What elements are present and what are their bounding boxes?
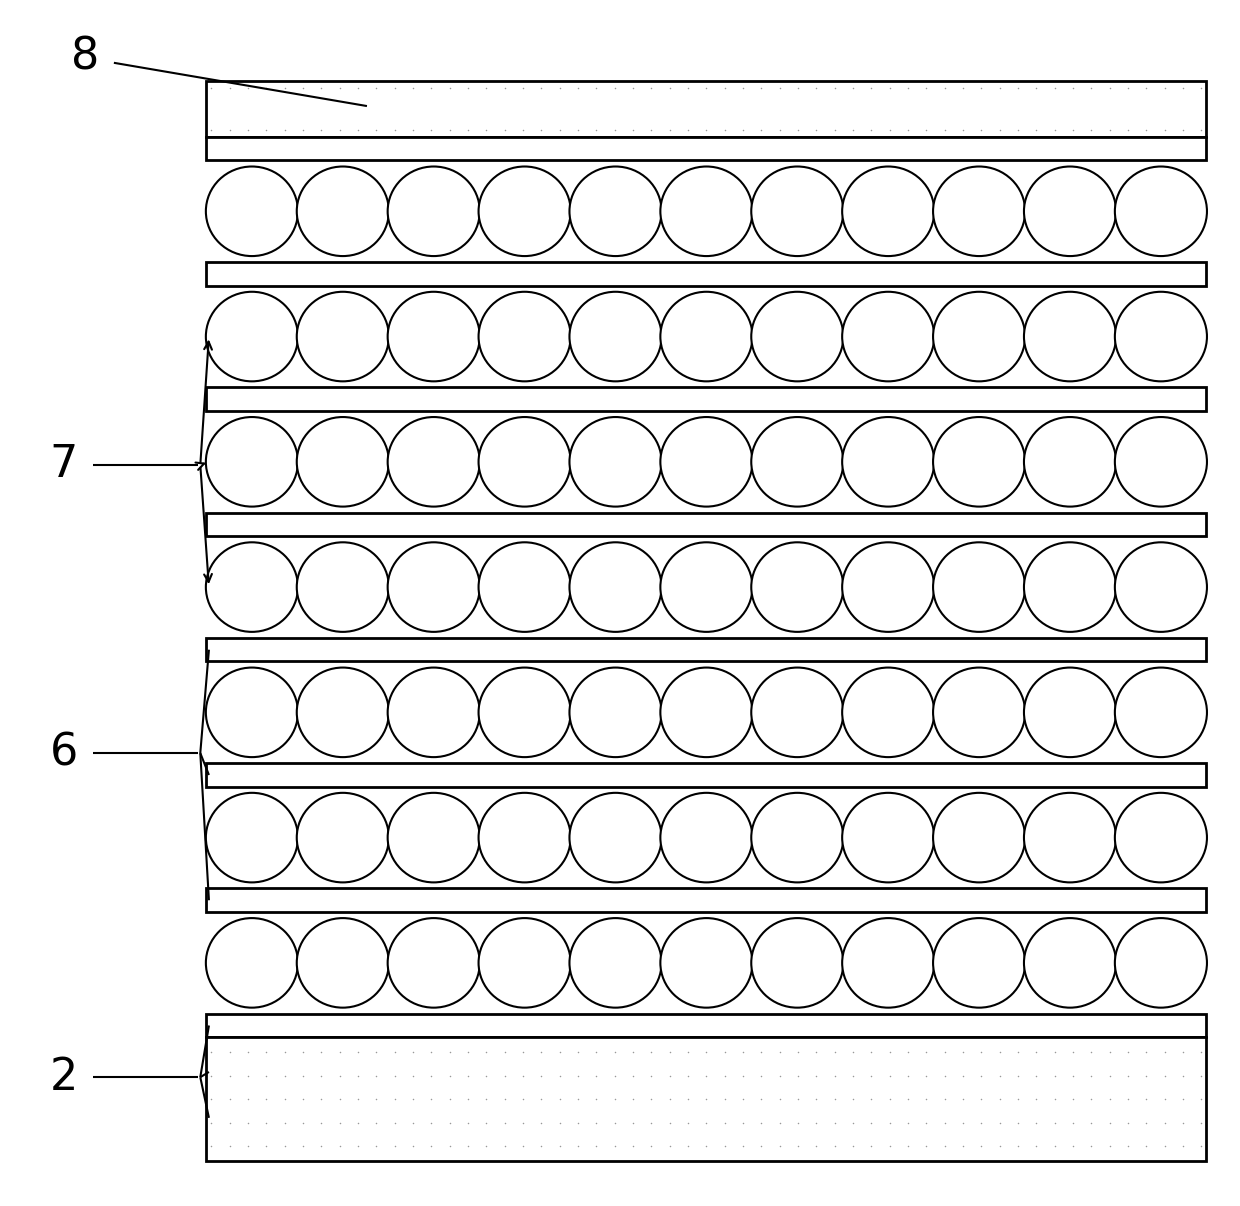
Text: 2: 2 — [50, 1055, 78, 1099]
Circle shape — [1115, 792, 1207, 883]
Circle shape — [932, 543, 1025, 632]
Bar — [207, 81, 1207, 137]
Bar — [207, 1014, 1207, 1037]
Circle shape — [661, 292, 753, 381]
Circle shape — [388, 792, 480, 883]
Circle shape — [1024, 292, 1116, 381]
Circle shape — [842, 166, 934, 256]
Text: 8: 8 — [71, 35, 99, 78]
Circle shape — [388, 292, 480, 381]
Circle shape — [569, 292, 662, 381]
Circle shape — [1024, 543, 1116, 632]
Circle shape — [1115, 292, 1207, 381]
Circle shape — [1115, 918, 1207, 1008]
Circle shape — [751, 792, 843, 883]
Circle shape — [388, 417, 480, 507]
Circle shape — [932, 918, 1025, 1008]
Circle shape — [569, 417, 662, 507]
Circle shape — [661, 166, 753, 256]
Circle shape — [661, 668, 753, 757]
Circle shape — [1024, 417, 1116, 507]
Circle shape — [388, 543, 480, 632]
Circle shape — [661, 543, 753, 632]
Circle shape — [1115, 543, 1207, 632]
Circle shape — [751, 292, 843, 381]
Circle shape — [661, 792, 753, 883]
Circle shape — [842, 417, 934, 507]
Circle shape — [206, 918, 298, 1008]
Bar — [207, 137, 1207, 160]
Circle shape — [296, 543, 389, 632]
Circle shape — [751, 668, 843, 757]
Circle shape — [206, 668, 298, 757]
Circle shape — [206, 166, 298, 256]
Circle shape — [1115, 166, 1207, 256]
Circle shape — [751, 417, 843, 507]
Circle shape — [206, 417, 298, 507]
Circle shape — [296, 417, 389, 507]
Circle shape — [296, 918, 389, 1008]
Circle shape — [479, 417, 570, 507]
Circle shape — [206, 792, 298, 883]
Circle shape — [569, 166, 662, 256]
Circle shape — [1024, 918, 1116, 1008]
Circle shape — [479, 543, 570, 632]
Circle shape — [479, 292, 570, 381]
Circle shape — [842, 543, 934, 632]
Circle shape — [206, 543, 298, 632]
Text: 7: 7 — [50, 444, 78, 486]
Circle shape — [661, 417, 753, 507]
Circle shape — [1024, 166, 1116, 256]
Circle shape — [932, 668, 1025, 757]
Text: 6: 6 — [50, 732, 78, 774]
Bar — [207, 262, 1207, 286]
Bar — [207, 763, 1207, 786]
Circle shape — [296, 792, 389, 883]
Bar — [207, 1037, 1207, 1161]
Circle shape — [569, 668, 662, 757]
Circle shape — [479, 166, 570, 256]
Circle shape — [932, 292, 1025, 381]
Circle shape — [296, 166, 389, 256]
Circle shape — [932, 792, 1025, 883]
Circle shape — [296, 292, 389, 381]
Circle shape — [661, 918, 753, 1008]
Circle shape — [388, 918, 480, 1008]
Circle shape — [569, 792, 662, 883]
Circle shape — [842, 792, 934, 883]
Circle shape — [1115, 417, 1207, 507]
Circle shape — [751, 918, 843, 1008]
Circle shape — [751, 166, 843, 256]
Bar — [207, 638, 1207, 661]
Circle shape — [479, 668, 570, 757]
Circle shape — [932, 166, 1025, 256]
Circle shape — [751, 543, 843, 632]
Circle shape — [1115, 668, 1207, 757]
Circle shape — [388, 668, 480, 757]
Circle shape — [1024, 668, 1116, 757]
Circle shape — [1024, 792, 1116, 883]
Bar — [207, 513, 1207, 537]
Circle shape — [932, 417, 1025, 507]
Circle shape — [569, 543, 662, 632]
Circle shape — [842, 918, 934, 1008]
Bar — [207, 387, 1207, 411]
Circle shape — [569, 918, 662, 1008]
Circle shape — [842, 668, 934, 757]
Circle shape — [842, 292, 934, 381]
Circle shape — [296, 668, 389, 757]
Circle shape — [206, 292, 298, 381]
Circle shape — [388, 166, 480, 256]
Circle shape — [479, 918, 570, 1008]
Circle shape — [479, 792, 570, 883]
Bar — [207, 889, 1207, 912]
